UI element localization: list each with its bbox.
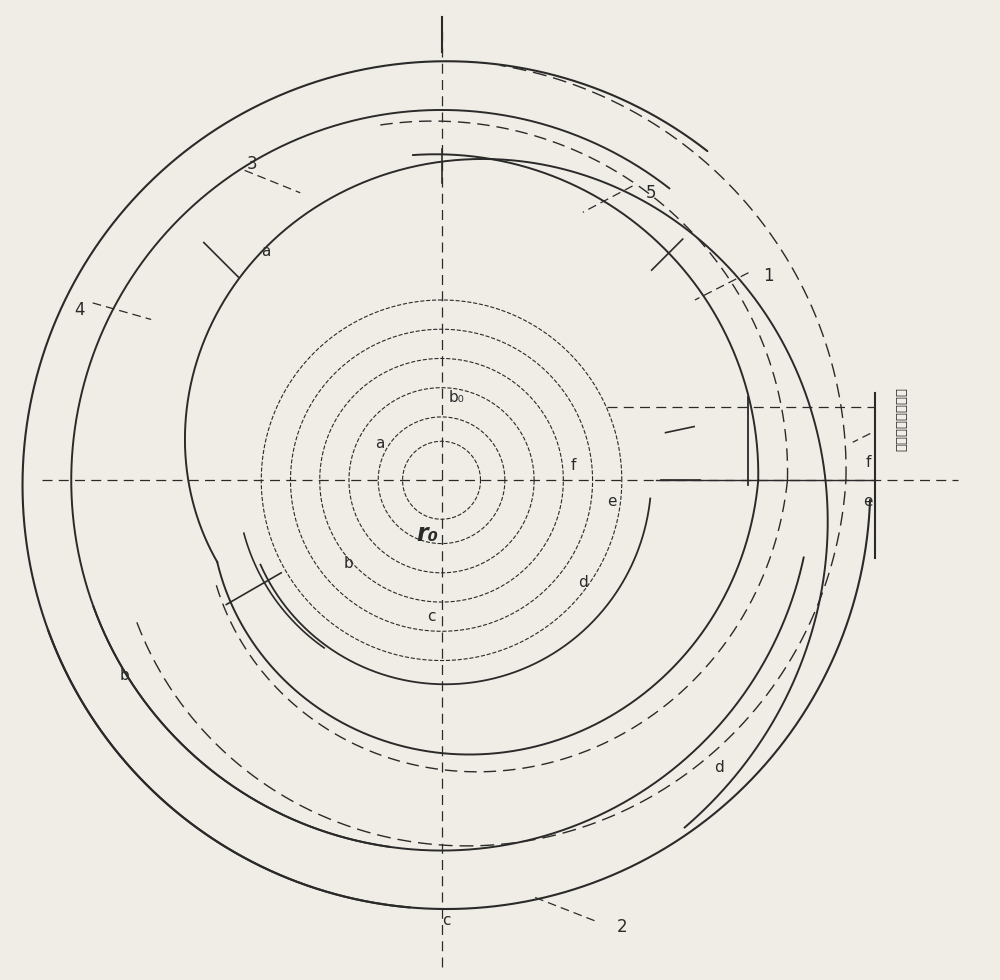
Text: d: d: [714, 760, 724, 775]
Text: 上级压出室口断面: 上级压出室口断面: [895, 387, 908, 451]
Text: e: e: [607, 494, 617, 510]
Text: 4: 4: [74, 301, 84, 318]
Text: a: a: [375, 436, 385, 451]
Text: e: e: [864, 494, 873, 510]
Text: f: f: [570, 458, 576, 473]
Text: d: d: [578, 575, 588, 590]
Text: 2: 2: [616, 917, 627, 936]
Text: b₀: b₀: [448, 390, 464, 405]
Text: r₀: r₀: [416, 521, 438, 546]
Text: c: c: [442, 913, 451, 928]
Text: b: b: [120, 667, 130, 683]
Text: 5: 5: [646, 184, 656, 202]
Text: 3: 3: [246, 155, 257, 172]
Text: b: b: [344, 556, 354, 570]
Text: f: f: [866, 456, 871, 470]
Text: a: a: [261, 244, 271, 259]
Text: c: c: [428, 610, 436, 624]
Text: 1: 1: [763, 267, 773, 284]
